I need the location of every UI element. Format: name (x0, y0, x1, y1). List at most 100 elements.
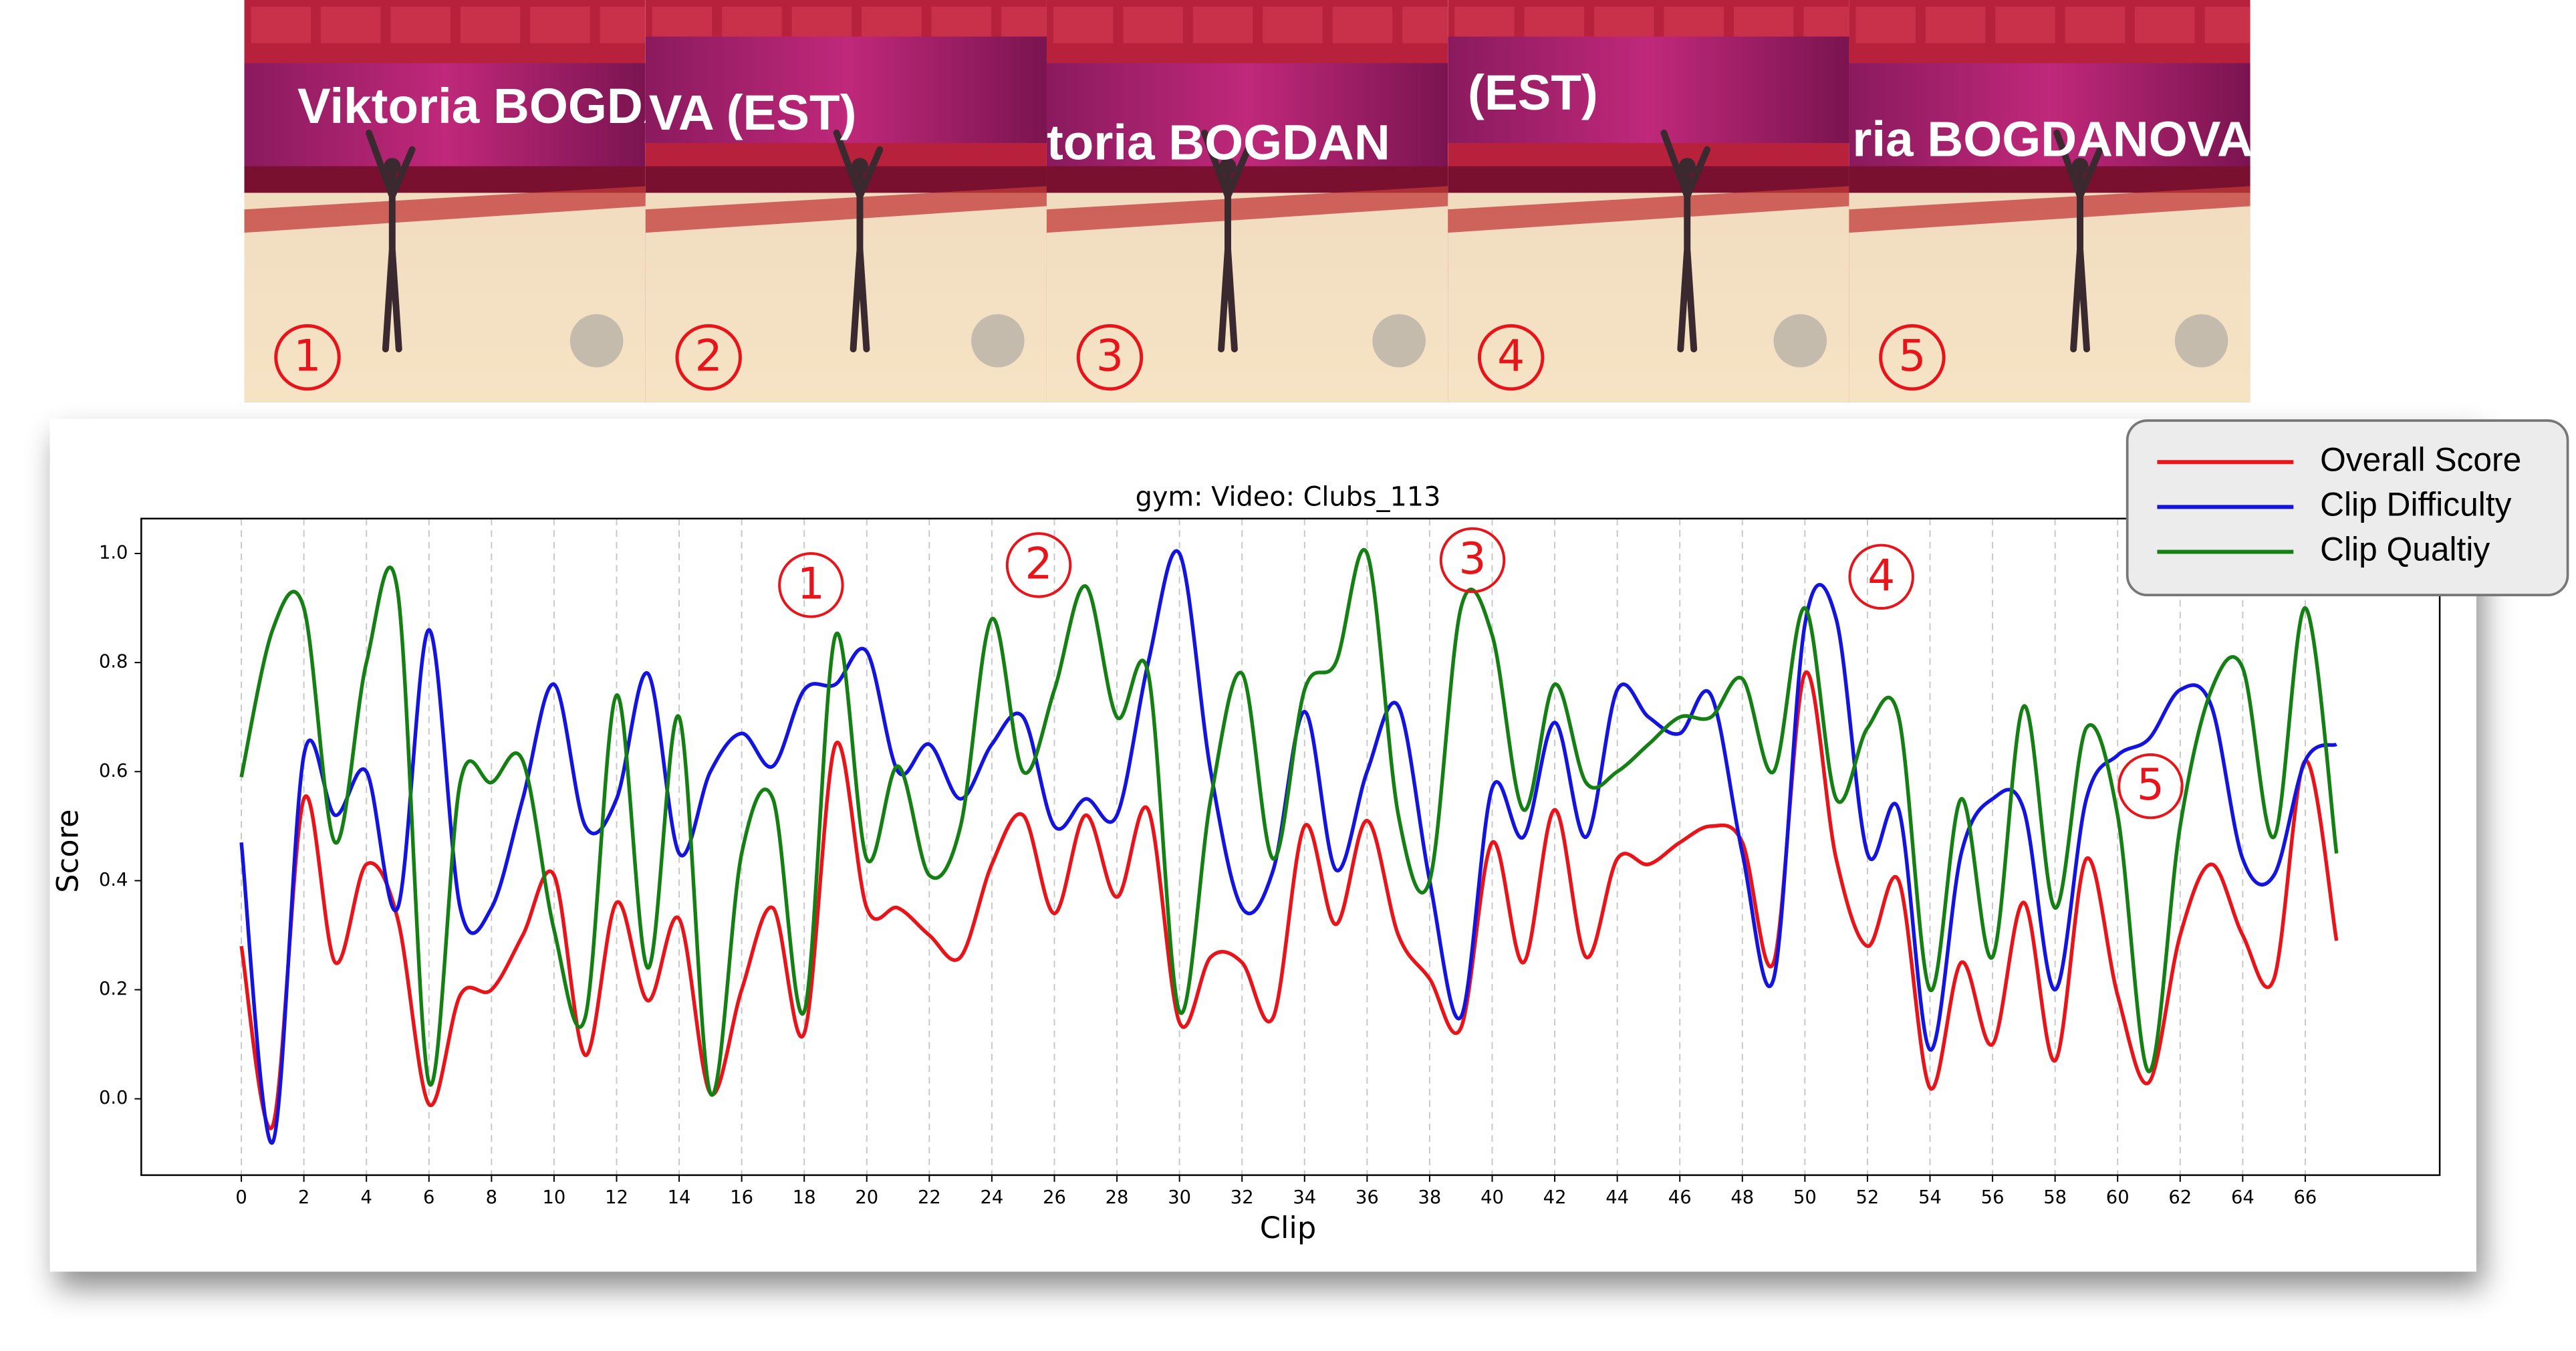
video-frames: Viktoria BOGDANO 1 VA (EST) 2 toria BOGDAN 3 (… (244, 0, 2250, 402)
gymnast-head (2071, 158, 2089, 175)
frame-number-circle (1477, 324, 1545, 391)
annotation: 4 (1867, 551, 1895, 601)
annotation-circle (1439, 527, 1506, 594)
frame-banner-text: VA (EST) (649, 84, 857, 140)
frame-logo (971, 314, 1025, 368)
wall-panel (1263, 6, 1323, 43)
wall-panel (460, 6, 521, 43)
frame-carpet (244, 186, 646, 233)
wall-panel (1123, 6, 1183, 43)
x-tick-label: 64 (2231, 1187, 2255, 1208)
annotation: 1 (797, 559, 825, 609)
x-tick-label: 66 (2294, 1187, 2317, 1208)
gymnast (1660, 129, 1711, 353)
annotation-circle (1848, 543, 1914, 610)
x-tick-label: 54 (1918, 1187, 1942, 1208)
x-tick-label: 48 (1730, 1187, 1754, 1208)
frame-logo (2174, 314, 2228, 368)
x-tick-label: 20 (855, 1187, 878, 1208)
y-tick-label: 0.6 (99, 761, 128, 781)
frame-logo (1372, 314, 1426, 368)
x-tick-label: 12 (605, 1187, 628, 1208)
wall-panel (2204, 6, 2250, 43)
x-tick-label: 52 (1856, 1187, 1880, 1208)
gymnast (1201, 129, 1251, 353)
gymnast-head (852, 158, 868, 175)
frame-number: 1 (293, 332, 321, 382)
frame-carpet (1046, 186, 1448, 233)
gymnast (833, 129, 884, 353)
frame-logo (1773, 314, 1827, 368)
annotation: 5 (2137, 760, 2164, 810)
x-tick-label: 34 (1293, 1187, 1316, 1208)
chart: gym: Video: Clubs_113 Clip Score 0 2 4 6 8 10… (49, 481, 2441, 1245)
x-tick-label: 22 (918, 1187, 941, 1208)
gymnast (2053, 129, 2103, 353)
frame-carpet (1448, 186, 1849, 233)
frame-number-circle (675, 324, 742, 391)
frame-banner (1448, 36, 1849, 143)
y-tick-label: 0.0 (99, 1088, 128, 1108)
x-tick-label: 2 (298, 1187, 309, 1208)
frame-number: 3 (1096, 332, 1124, 382)
x-tick-label: 44 (1605, 1187, 1629, 1208)
frame-carpet (1849, 186, 2250, 233)
frame-banner (1849, 63, 2250, 170)
wall-panel (390, 6, 450, 43)
wall-panel (600, 6, 646, 43)
x-tick-label: 60 (2106, 1187, 2130, 1208)
wall-panel (1332, 6, 1393, 43)
annotation: 3 (1458, 534, 1486, 584)
frame-logo (569, 314, 624, 368)
frame-banner-text: (EST) (1468, 64, 1598, 120)
x-tick-label: 24 (981, 1187, 1004, 1208)
annotation-circle (2117, 753, 2184, 820)
annotation-circle (778, 552, 844, 618)
wall-panel (1053, 6, 1114, 43)
frame-banner-text: toria BOGDAN (1047, 114, 1390, 170)
wall-panel (2065, 6, 2126, 43)
wall-panel (530, 6, 590, 43)
x-axis-label: Clip (1260, 1210, 1317, 1245)
frame-banner (645, 36, 1047, 143)
wall-panel (320, 6, 381, 43)
y-tick-label: 0.4 (99, 870, 128, 890)
chart-title: gym: Video: Clubs_113 (1136, 481, 1441, 512)
x-tick-label: 8 (486, 1187, 497, 1208)
gymnast-head (1219, 158, 1237, 175)
frame-number-circle (1076, 324, 1144, 391)
x-tick-label: 16 (730, 1187, 753, 1208)
frame-banner (244, 63, 646, 170)
x-tick-label: 42 (1543, 1187, 1567, 1208)
wall-panel (1192, 6, 1253, 43)
video-frame: VA (EST) 2 (645, 0, 1047, 402)
video-frame: ria BOGDANOVA 5 (1849, 0, 2250, 402)
x-tick-label: 62 (2168, 1187, 2192, 1208)
wall-panel (251, 6, 311, 43)
legend-label: Clip Difficulty (2320, 486, 2512, 523)
x-tick-label: 36 (1356, 1187, 1379, 1208)
series-line (239, 547, 2339, 1097)
x-tick-label: 26 (1043, 1187, 1066, 1208)
frame-number: 5 (1898, 332, 1926, 382)
gymnast-head (1678, 158, 1696, 175)
gymnast-head (384, 158, 401, 175)
y-tick-label: 1.0 (99, 542, 128, 563)
legend-label: Clip Qualtiy (2320, 531, 2490, 568)
x-tick-label: 10 (543, 1187, 566, 1208)
x-tick-label: 40 (1480, 1187, 1504, 1208)
frame-number: 4 (1497, 332, 1525, 382)
x-tick-label: 6 (423, 1187, 434, 1208)
frame-banner-text: Viktoria BOGDANO (297, 78, 753, 134)
frame-carpet (645, 186, 1047, 233)
video-frame: Viktoria BOGDANO 1 (244, 0, 753, 402)
x-tick-label: 56 (1981, 1187, 2005, 1208)
video-frame: toria BOGDAN 3 (1046, 0, 1448, 402)
y-tick-label: 0.8 (99, 652, 128, 672)
x-tick-label: 38 (1418, 1187, 1442, 1208)
frame-number-circle (274, 324, 341, 391)
x-tick-label: 32 (1231, 1187, 1254, 1208)
wall-panel (1402, 6, 1448, 43)
x-tick-label: 46 (1668, 1187, 1692, 1208)
